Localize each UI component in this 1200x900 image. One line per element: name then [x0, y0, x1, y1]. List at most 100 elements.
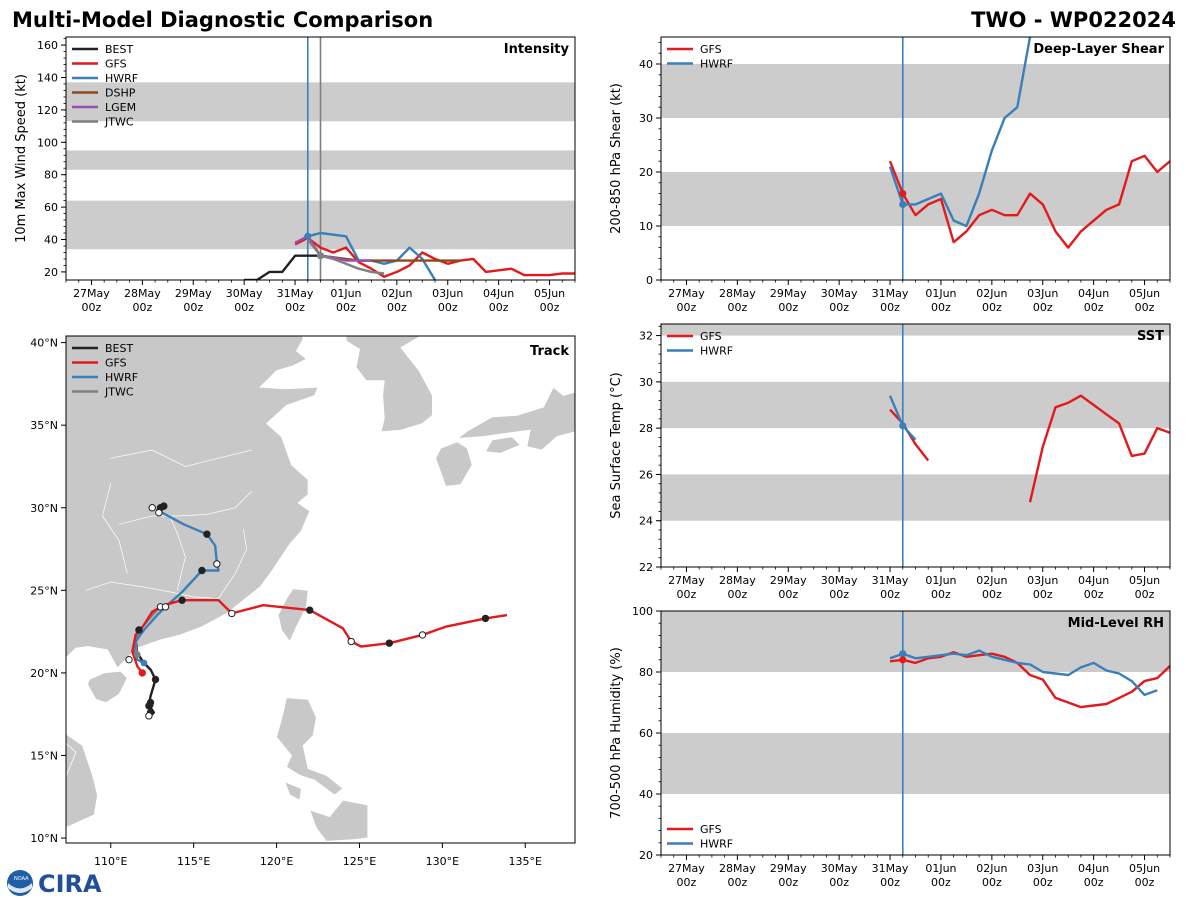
- x-tick-label-hour: 00z: [1135, 876, 1155, 889]
- series-line-hwrf: [307, 231, 437, 280]
- x-tick-label: 115°E: [177, 855, 210, 868]
- legend-label-hwrf: HWRF: [700, 345, 733, 358]
- x-tick-label-hour: 00z: [727, 588, 747, 601]
- x-tick-label-date: 02Jun: [976, 574, 1007, 587]
- x-tick-label-date: 30May: [226, 287, 263, 300]
- panel-title: Mid-Level RH: [1068, 616, 1164, 631]
- x-tick-label-date: 29May: [175, 287, 212, 300]
- y-tick-label: 30: [639, 376, 653, 389]
- series-line-best: [244, 254, 321, 280]
- y-tick-label: 140: [37, 72, 58, 85]
- cira-logo: NOAA CIRA: [7, 870, 102, 898]
- x-tick-label-hour: 00z: [829, 301, 849, 314]
- y-tick-label: 60: [44, 201, 58, 214]
- figure-title: Multi-Model Diagnostic Comparison: [12, 8, 433, 32]
- marker-jtwc: [316, 252, 325, 260]
- y-tick-label: 20: [639, 166, 653, 179]
- x-tick-label-hour: 00z: [387, 301, 407, 314]
- x-tick-label-date: 30May: [821, 287, 858, 300]
- land-hainan: [87, 670, 128, 704]
- y-axis-label: Sea Surface Temp (°C): [609, 372, 624, 519]
- x-tick-label-hour: 00z: [677, 876, 697, 889]
- x-tick-label-hour: 00z: [778, 588, 798, 601]
- land-shikoku: [484, 436, 522, 454]
- panel-title: Intensity: [504, 42, 570, 57]
- rh-panel: 2040608010027May00z28May00z29May00z30May…: [609, 605, 1171, 889]
- y-tick-label: 30°N: [30, 502, 58, 515]
- legend-label-jtwc: JTWC: [104, 116, 134, 129]
- x-tick-label-hour: 00z: [1084, 588, 1104, 601]
- x-tick-label-hour: 00z: [336, 301, 356, 314]
- panel-title: Deep-Layer Shear: [1033, 42, 1164, 57]
- legend-label-hwrf: HWRF: [105, 371, 138, 384]
- x-tick-label-date: 31May: [277, 287, 314, 300]
- land-luzon: [276, 697, 344, 796]
- land-visayas: [309, 799, 369, 842]
- x-tick-label-date: 01Jun: [925, 287, 956, 300]
- legend-label-gfs: GFS: [105, 357, 127, 370]
- x-tick-label-hour: 00z: [132, 301, 152, 314]
- series-line-hwrf: [889, 649, 1158, 697]
- land-mindanao: [359, 842, 370, 843]
- track-point-filled: [178, 596, 186, 604]
- x-tick-label-date: 30May: [821, 862, 858, 875]
- x-tick-label-date: 03Jun: [1027, 862, 1058, 875]
- marker-hwrf: [304, 232, 312, 240]
- x-tick-label-date: 05Jun: [534, 287, 565, 300]
- province-border: [110, 449, 252, 467]
- legend-label-gfs: GFS: [700, 330, 722, 343]
- y-tick-label: 100: [37, 136, 58, 149]
- x-tick-label-hour: 00z: [489, 301, 509, 314]
- x-tick-label-date: 27May: [668, 574, 705, 587]
- plot-area: [661, 611, 1170, 855]
- land-taiwan: [277, 588, 309, 643]
- y-tick-label: 80: [639, 666, 653, 679]
- y-axis-label: 10m Max Wind Speed (kt): [14, 74, 29, 243]
- y-tick-label: 32: [639, 330, 653, 343]
- x-tick-label-date: 30May: [821, 574, 858, 587]
- legend-label-gfs: GFS: [700, 43, 722, 56]
- x-tick-label-hour: 00z: [880, 876, 900, 889]
- x-tick-label-hour: 00z: [1135, 588, 1155, 601]
- x-tick-label-date: 28May: [719, 862, 756, 875]
- best-point-filled: [151, 675, 160, 684]
- marker-hwrf: [899, 650, 907, 658]
- track-point-filled: [138, 669, 146, 677]
- x-tick-label-hour: 00z: [1084, 301, 1104, 314]
- x-tick-label-date: 29May: [770, 862, 807, 875]
- x-tick-label-hour: 00z: [438, 301, 458, 314]
- legend-label-best: BEST: [105, 342, 133, 355]
- x-tick-label: 130°E: [426, 855, 459, 868]
- legend-label-hwrf: HWRF: [700, 58, 733, 71]
- x-tick-label-hour: 00z: [931, 301, 951, 314]
- y-tick-label: 26: [639, 468, 653, 481]
- plot-area: [661, 324, 1170, 567]
- x-tick-label-date: 01Jun: [925, 574, 956, 587]
- track-gfs: [131, 599, 508, 674]
- x-tick-label: 120°E: [260, 855, 293, 868]
- track-point-filled: [306, 606, 314, 614]
- x-tick-label-date: 05Jun: [1129, 574, 1160, 587]
- x-tick-label-hour: 00z: [1033, 588, 1053, 601]
- marker-hwrf: [899, 422, 907, 430]
- x-tick-label-hour: 00z: [829, 876, 849, 889]
- x-tick-label-date: 03Jun: [1027, 287, 1058, 300]
- x-tick-label-hour: 00z: [677, 301, 697, 314]
- x-tick-label-date: 05Jun: [1129, 862, 1160, 875]
- y-tick-label: 20°N: [30, 667, 58, 680]
- x-tick-label-date: 28May: [719, 287, 756, 300]
- x-tick-label-date: 29May: [770, 287, 807, 300]
- legend-label-hwrf: HWRF: [700, 838, 733, 851]
- x-tick-label-hour: 00z: [727, 876, 747, 889]
- x-tick-label-hour: 00z: [677, 588, 697, 601]
- x-tick-label-date: 31May: [872, 862, 909, 875]
- track-panel: 110°E 115°E 120°E 125°E 130°E 135°E 10°N 15°N 20…: [30, 335, 576, 868]
- y-tick-label: 80: [44, 169, 58, 182]
- intensity-panel: 2040608010012014016027May00z28May00z29Ma…: [14, 36, 576, 314]
- x-tick-label: 125°E: [343, 855, 376, 868]
- hwrf-start-marker: [140, 659, 148, 667]
- track-point-filled: [198, 566, 206, 575]
- series-line-gfs: [888, 154, 1170, 249]
- x-tick-label-date: 03Jun: [432, 287, 463, 300]
